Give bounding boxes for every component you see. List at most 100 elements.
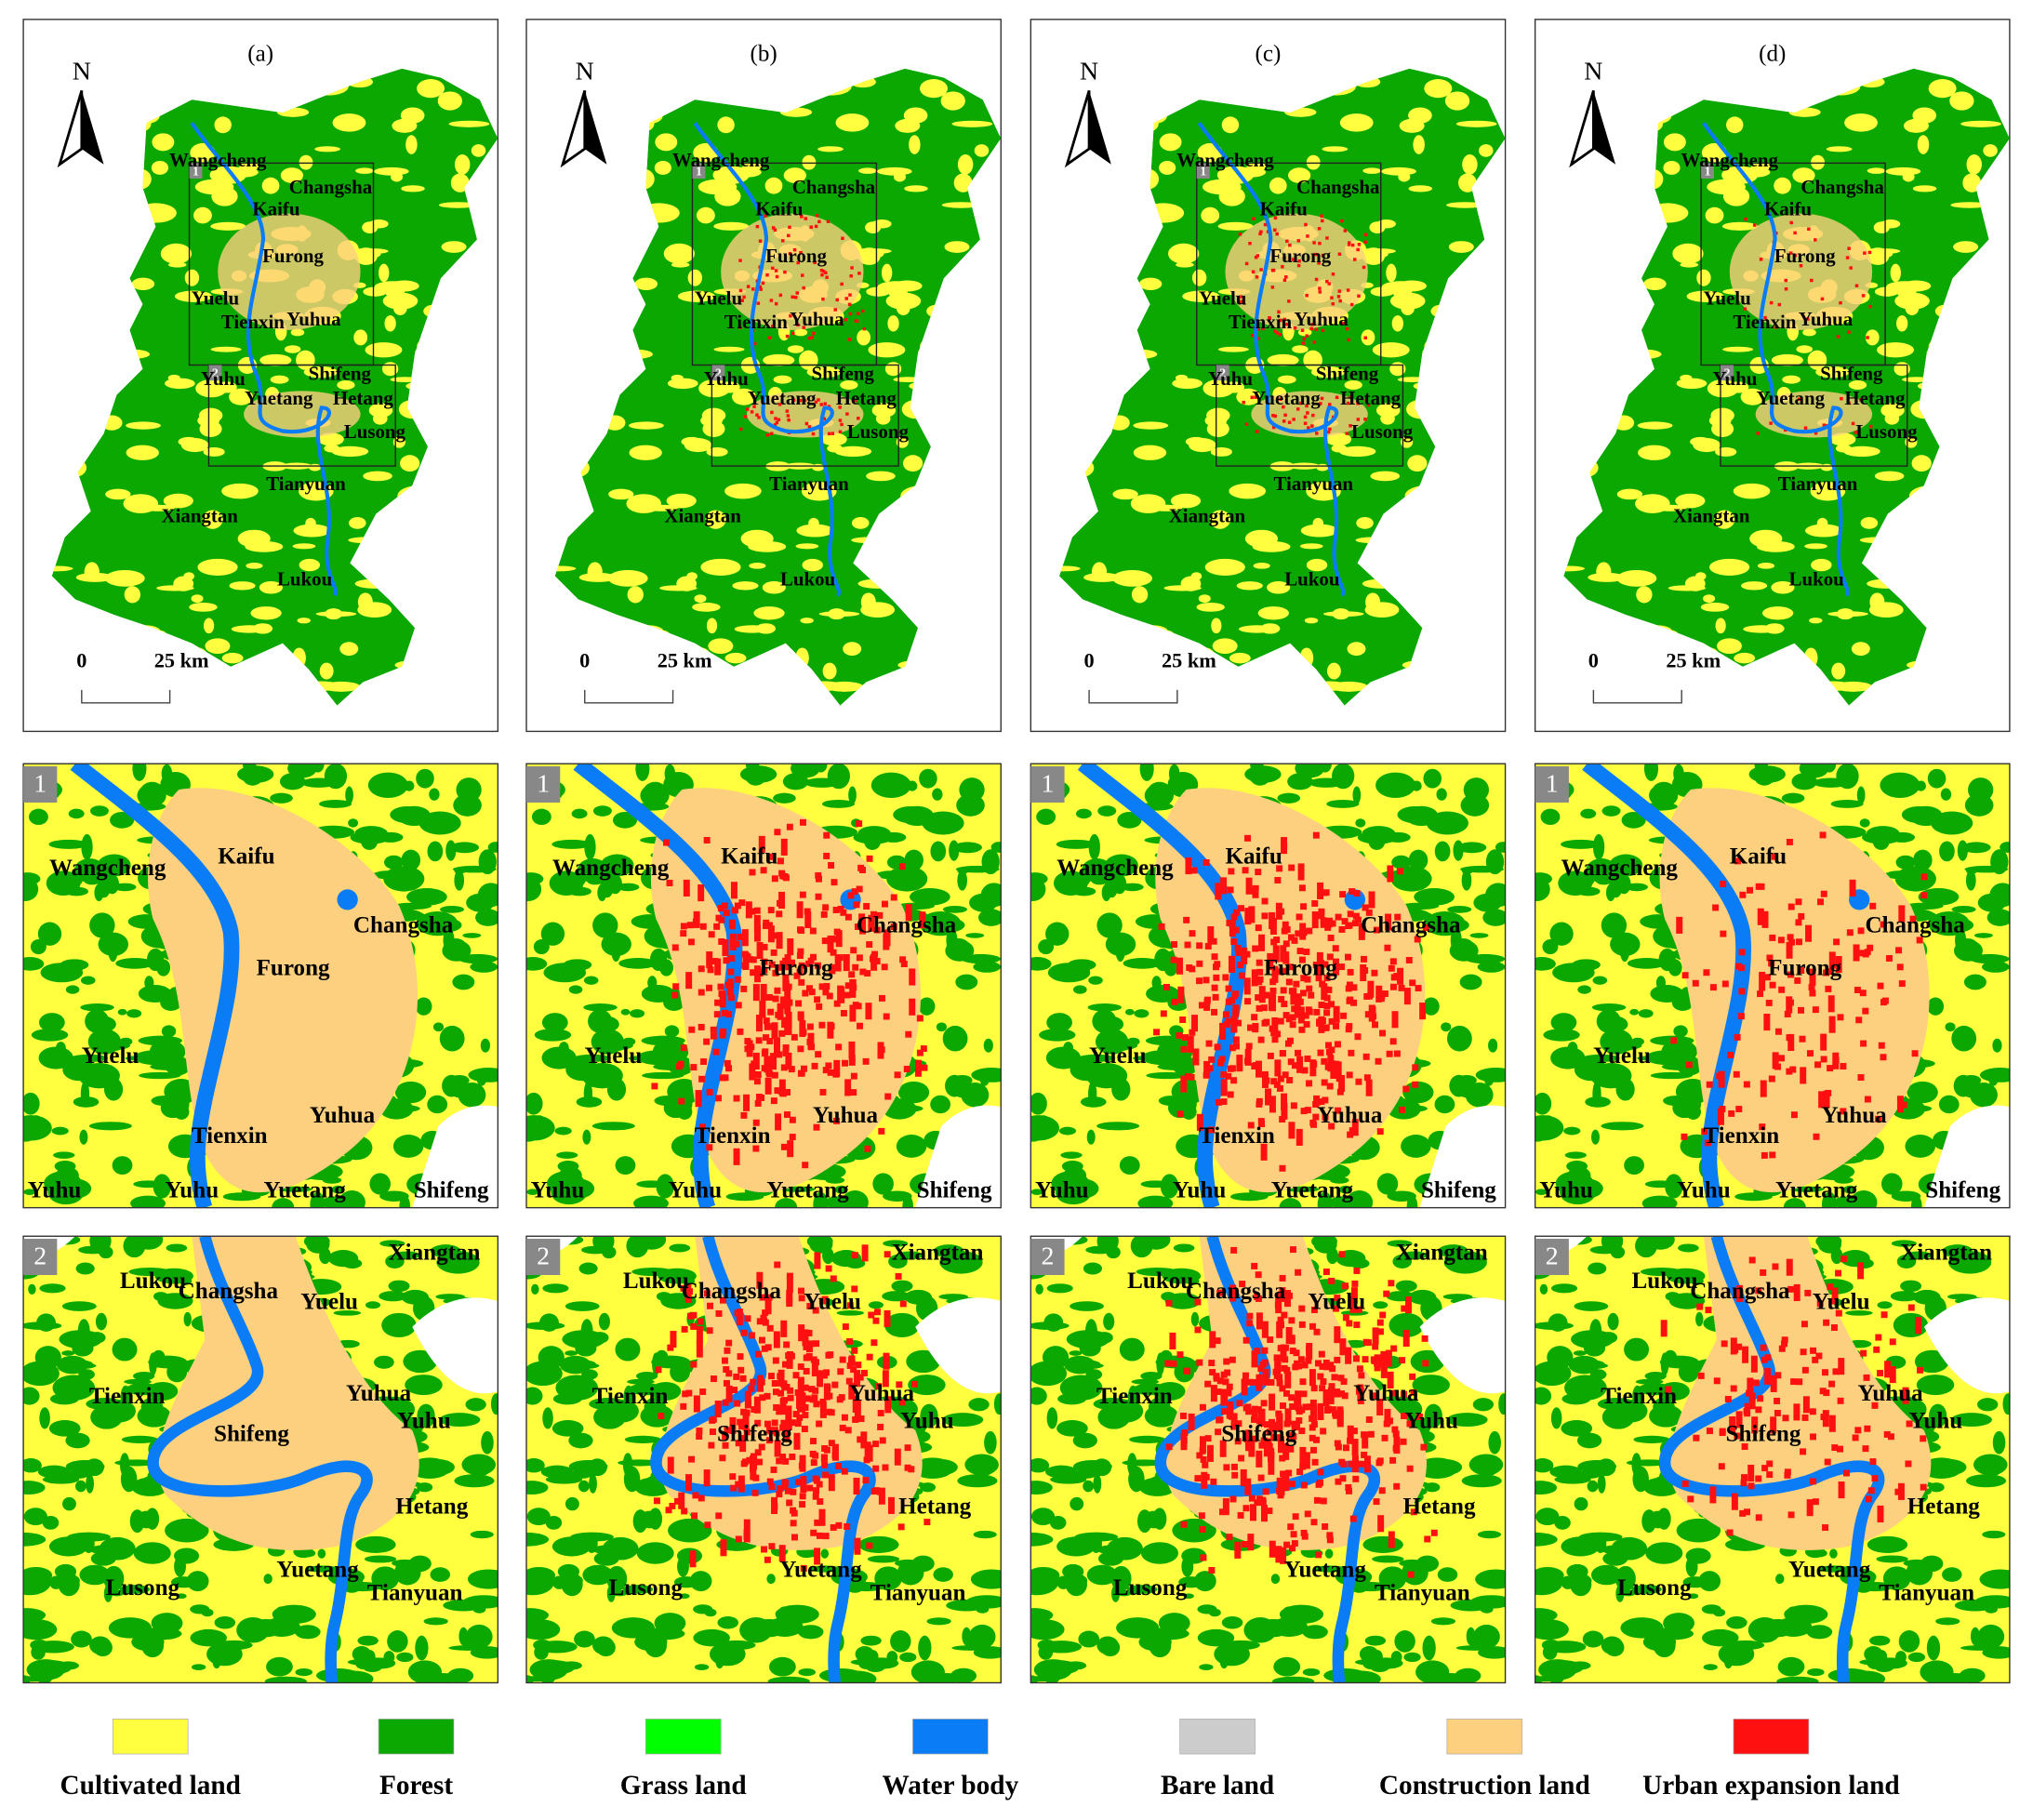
- urban-expansion: [1349, 424, 1352, 428]
- urban-expansion: [670, 1331, 677, 1348]
- urban-expansion: [790, 1520, 797, 1527]
- forest-patch: [583, 1003, 618, 1012]
- urban-expansion: [833, 308, 837, 312]
- forest-patch: [170, 1576, 196, 1588]
- urban-expansion: [842, 1323, 849, 1331]
- urban-expansion: [1196, 977, 1203, 985]
- urban-expansion: [1213, 1373, 1220, 1380]
- cultivated-patch: [663, 243, 696, 264]
- urban-expansion: [1332, 945, 1339, 952]
- urban-expansion: [819, 403, 823, 406]
- urban-expansion: [1291, 937, 1298, 944]
- forest-patch: [23, 1092, 40, 1115]
- forest-patch: [23, 1119, 40, 1142]
- urban-expansion: [1336, 1088, 1344, 1096]
- forest-patch: [365, 1301, 381, 1309]
- forest-patch: [615, 1337, 641, 1362]
- forest-patch: [973, 1457, 995, 1476]
- urban-expansion: [671, 991, 679, 999]
- urban-expansion: [862, 1057, 870, 1065]
- cultivated-patch: [1802, 328, 1816, 337]
- river: [70, 764, 240, 1208]
- forest-patch: [481, 1430, 494, 1455]
- urban-expansion: [1170, 941, 1177, 948]
- urban-expansion: [787, 1387, 794, 1394]
- forest-patch: [38, 1046, 73, 1069]
- urban-expansion: [849, 273, 853, 278]
- urban-expansion: [1337, 252, 1342, 257]
- urban-expansion: [767, 336, 772, 339]
- urban-expansion: [832, 964, 840, 971]
- cultivated-patch: [858, 167, 877, 174]
- urban-expansion: [1370, 1356, 1377, 1363]
- urban-expansion: [1232, 926, 1240, 934]
- urban-expansion: [815, 871, 822, 879]
- urban-expansion: [764, 1344, 772, 1351]
- urban-expansion: [1347, 1425, 1354, 1442]
- forest-patch: [1183, 1593, 1194, 1600]
- forest-patch: [331, 1185, 345, 1194]
- urban-expansion: [1279, 1274, 1286, 1282]
- forest-patch: [1030, 1532, 1054, 1547]
- urban-expansion: [1250, 1504, 1256, 1521]
- scale-start: 0: [1083, 649, 1094, 672]
- urban-expansion: [1222, 1498, 1229, 1516]
- forest-patch: [908, 1375, 946, 1396]
- forest-patch: [586, 1066, 618, 1083]
- urban-expansion: [1251, 1014, 1258, 1021]
- urban-expansion: [798, 1069, 805, 1077]
- urban-expansion: [1185, 857, 1192, 875]
- cultivated-patch: [944, 241, 970, 253]
- cultivated-patch: [1381, 166, 1416, 176]
- forest-patch: [1148, 781, 1171, 799]
- urban-expansion: [859, 917, 867, 935]
- inset-box: [207, 364, 396, 467]
- cultivated-patch: [666, 493, 697, 509]
- forest-patch: [918, 997, 936, 1016]
- urban-expansion: [1256, 959, 1263, 966]
- urban-expansion: [1388, 964, 1395, 972]
- forest-patch: [97, 871, 112, 898]
- urban-expansion: [819, 269, 824, 272]
- urban-expansion: [725, 1339, 733, 1347]
- inset-map: [526, 764, 1002, 1208]
- cultivated-patch: [1306, 154, 1321, 170]
- cultivated-patch: [1462, 154, 1478, 175]
- forest-patch: [1095, 1332, 1113, 1344]
- urban-expansion: [777, 857, 784, 865]
- forest-patch: [78, 1369, 95, 1380]
- urban-expansion: [803, 398, 807, 403]
- forest-patch: [470, 1530, 494, 1539]
- place-label: Furong: [262, 245, 324, 267]
- urban-expansion: [1251, 1405, 1258, 1423]
- urban-expansion: [1292, 418, 1296, 421]
- urban-expansion: [1313, 252, 1318, 257]
- urban-expansion: [842, 1059, 849, 1067]
- forest-patch: [23, 1387, 40, 1405]
- forest-patch: [153, 1174, 171, 1199]
- urban-expansion: [1318, 908, 1325, 915]
- forest-patch: [79, 1564, 111, 1586]
- urban-expansion: [1230, 1413, 1238, 1430]
- urban-expansion: [675, 1063, 683, 1070]
- forest-patch: [1434, 1095, 1455, 1114]
- forest-patch: [1403, 1652, 1421, 1663]
- urban-expansion: [766, 1038, 774, 1044]
- forest-patch: [99, 1245, 113, 1259]
- urban-expansion: [1391, 1011, 1399, 1029]
- urban-expansion: [744, 1390, 751, 1408]
- forest-patch: [1140, 1542, 1179, 1564]
- inset-badge: [1030, 1239, 1065, 1276]
- forest-patch: [1075, 808, 1092, 819]
- urban-expansion: [1346, 981, 1353, 989]
- forest-patch: [140, 1397, 164, 1417]
- forest-patch: [23, 1567, 53, 1584]
- forest-patch: [1109, 1400, 1144, 1423]
- urban-expansion: [857, 1436, 864, 1443]
- urban-expansion: [1165, 1299, 1173, 1307]
- urban-expansion: [833, 1059, 841, 1077]
- urban-expansion: [904, 1444, 911, 1452]
- urban-expansion: [1247, 1534, 1255, 1551]
- forest-patch: [1136, 1509, 1152, 1534]
- place-label: Yuetang: [1284, 1558, 1367, 1583]
